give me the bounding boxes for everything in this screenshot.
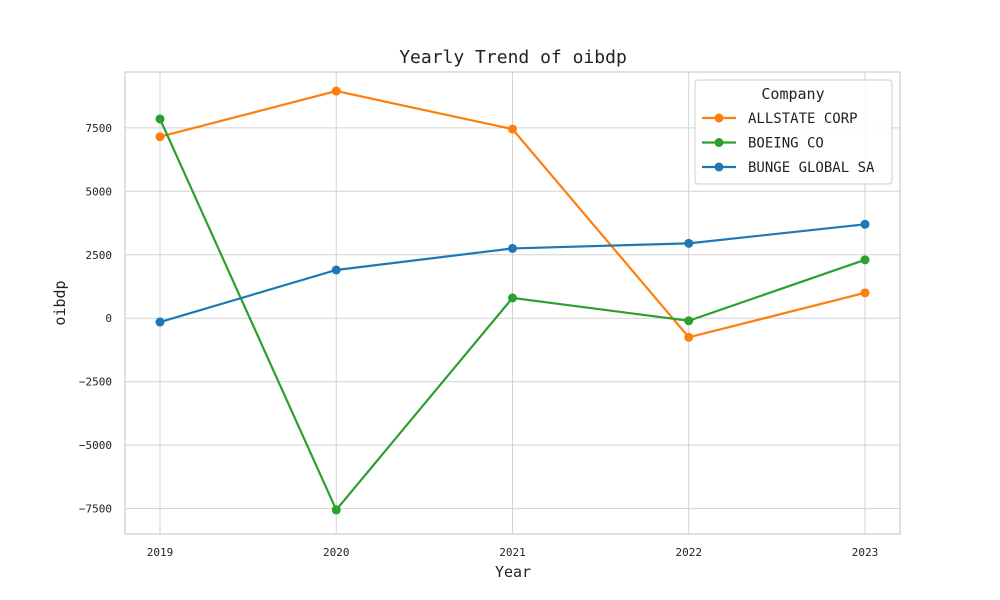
data-point-bunge-global-sa (508, 243, 517, 253)
data-point-boeing-co (860, 255, 870, 265)
data-point-allstate-corp (508, 124, 517, 134)
data-point-allstate-corp (860, 288, 870, 298)
legend-title: Company (761, 85, 824, 103)
x-axis-label: Year (495, 563, 531, 581)
data-point-boeing-co (331, 505, 341, 515)
data-point-boeing-co (684, 316, 694, 326)
data-point-boeing-co (508, 293, 517, 303)
legend: Company ALLSTATE CORP BOEING CO BUNGE GLOB… (694, 79, 893, 185)
x-axis-ticks: 2019 2020 2021 2022 2023 (147, 546, 879, 559)
y-tick-label: −7500 (79, 503, 112, 516)
legend-marker-bunge-global-sa (714, 162, 724, 172)
y-tick-label: −2500 (79, 376, 112, 389)
legend-label-allstate-corp: ALLSTATE CORP (748, 111, 858, 127)
x-tick-label: 2021 (499, 546, 526, 559)
legend-box (694, 79, 893, 185)
y-tick-label: 5000 (86, 185, 113, 198)
plot-frame (124, 71, 901, 535)
legend-items: ALLSTATE CORP BOEING CO BUNGE GLOBAL SA (702, 111, 875, 176)
x-tick-label: 2023 (852, 546, 879, 559)
data-point-allstate-corp (684, 332, 694, 342)
x-tick-label: 2022 (676, 546, 703, 559)
grid (125, 72, 900, 534)
legend-marker-boeing-co (714, 138, 724, 147)
y-tick-label: 7500 (86, 122, 113, 135)
data-point-bunge-global-sa (860, 219, 870, 229)
data-point-bunge-global-sa (331, 265, 341, 275)
data-point-bunge-global-sa (684, 238, 694, 248)
series-group (155, 86, 870, 515)
data-point-bunge-global-sa (155, 317, 165, 327)
legend-label-bunge-global-sa: BUNGE GLOBAL SA (748, 160, 875, 176)
y-tick-label: 2500 (86, 249, 113, 262)
y-axis-ticks: −7500 −5000 −2500 0 2500 5000 7500 (79, 122, 112, 516)
x-tick-label: 2019 (147, 546, 174, 559)
data-point-allstate-corp (155, 132, 165, 142)
data-point-boeing-co (155, 114, 165, 124)
legend-label-boeing-co: BOEING CO (748, 136, 824, 152)
y-tick-label: −5000 (79, 439, 112, 452)
y-tick-label: 0 (105, 312, 112, 325)
y-axis-label: oibdp (51, 280, 69, 325)
chart-title: Yearly Trend of oibdp (399, 47, 627, 68)
data-point-allstate-corp (331, 86, 341, 96)
x-tick-label: 2020 (323, 546, 350, 559)
legend-marker-allstate-corp (714, 113, 724, 123)
